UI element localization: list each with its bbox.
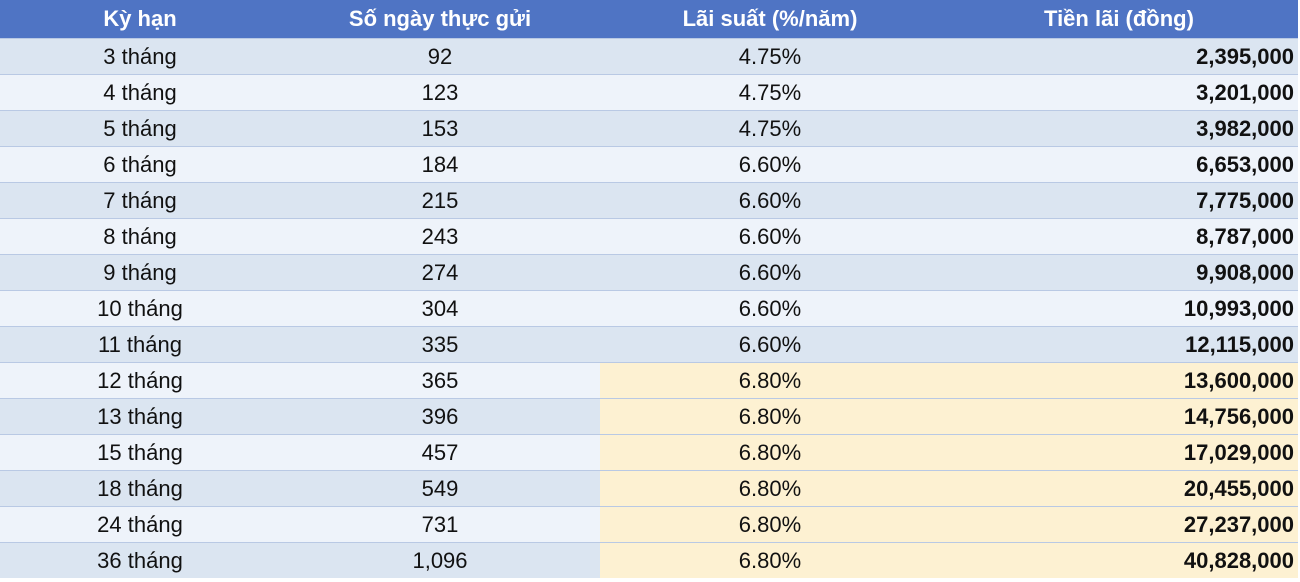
table-cell: 9 tháng — [0, 254, 280, 291]
header-cell: Tiền lãi (đồng) — [940, 0, 1298, 39]
interest-cell: 8,787,000 — [940, 218, 1298, 255]
table-cell: 4 tháng — [0, 74, 280, 111]
table-row: 36 tháng 1,096 6.80% 40,828,000 — [0, 542, 1298, 578]
table-cell: 6.60% — [600, 146, 940, 183]
interest-cell: 27,237,000 — [940, 506, 1298, 543]
table-cell: 243 — [280, 218, 600, 255]
table-cell: 365 — [280, 362, 600, 399]
interest-cell: 13,600,000 — [940, 362, 1298, 399]
table-row: 3 tháng 92 4.75% 2,395,000 — [0, 38, 1298, 75]
table-cell: 10 tháng — [0, 290, 280, 327]
table-row: 8 tháng 243 6.60% 8,787,000 — [0, 218, 1298, 255]
table-cell: 6.60% — [600, 290, 940, 327]
table-row: 11 tháng 335 6.60% 12,115,000 — [0, 326, 1298, 363]
header-cell: Lãi suất (%/năm) — [600, 0, 940, 39]
interest-cell: 6,653,000 — [940, 146, 1298, 183]
table-cell: 12 tháng — [0, 362, 280, 399]
interest-cell: 14,756,000 — [940, 398, 1298, 435]
table-cell: 6.60% — [600, 326, 940, 363]
table-cell: 5 tháng — [0, 110, 280, 147]
table-cell: 6 tháng — [0, 146, 280, 183]
table-cell: 123 — [280, 74, 600, 111]
table-cell: 4.75% — [600, 74, 940, 111]
table-cell: 7 tháng — [0, 182, 280, 219]
table-cell: 304 — [280, 290, 600, 327]
table-cell: 396 — [280, 398, 600, 435]
table-cell: 4.75% — [600, 110, 940, 147]
table-cell: 6.80% — [600, 506, 940, 543]
table-cell: 335 — [280, 326, 600, 363]
interest-cell: 7,775,000 — [940, 182, 1298, 219]
header-cell: Kỳ hạn — [0, 0, 280, 39]
interest-cell: 10,993,000 — [940, 290, 1298, 327]
table-cell: 92 — [280, 38, 600, 75]
table-row: 15 tháng 457 6.80% 17,029,000 — [0, 434, 1298, 471]
table-cell: 11 tháng — [0, 326, 280, 363]
table-row: 10 tháng 304 6.60% 10,993,000 — [0, 290, 1298, 327]
table-cell: 6.80% — [600, 470, 940, 507]
table-cell: 24 tháng — [0, 506, 280, 543]
table-cell: 6.60% — [600, 218, 940, 255]
table-row: 13 tháng 396 6.80% 14,756,000 — [0, 398, 1298, 435]
table-row: 12 tháng 365 6.80% 13,600,000 — [0, 362, 1298, 399]
interest-cell: 2,395,000 — [940, 38, 1298, 75]
table-cell: 6.80% — [600, 542, 940, 578]
table-row: 7 tháng 215 6.60% 7,775,000 — [0, 182, 1298, 219]
table-cell: 18 tháng — [0, 470, 280, 507]
table-cell: 8 tháng — [0, 218, 280, 255]
header-row: Kỳ hạn Số ngày thực gửi Lãi suất (%/năm) Ti… — [0, 0, 1298, 39]
table-cell: 6.60% — [600, 254, 940, 291]
table-cell: 6.80% — [600, 398, 940, 435]
table-cell: 15 tháng — [0, 434, 280, 471]
table-cell: 6.80% — [600, 434, 940, 471]
table-row: 24 tháng 731 6.80% 27,237,000 — [0, 506, 1298, 543]
table-row: 5 tháng 153 4.75% 3,982,000 — [0, 110, 1298, 147]
table-cell: 153 — [280, 110, 600, 147]
table-cell: 6.60% — [600, 182, 940, 219]
table-row: 18 tháng 549 6.80% 20,455,000 — [0, 470, 1298, 507]
table-cell: 6.80% — [600, 362, 940, 399]
interest-cell: 3,982,000 — [940, 110, 1298, 147]
table-cell: 1,096 — [280, 542, 600, 578]
interest-cell: 9,908,000 — [940, 254, 1298, 291]
table-cell: 184 — [280, 146, 600, 183]
table-row: 4 tháng 123 4.75% 3,201,000 — [0, 74, 1298, 111]
table-row: 6 tháng 184 6.60% 6,653,000 — [0, 146, 1298, 183]
table-cell: 36 tháng — [0, 542, 280, 578]
interest-cell: 3,201,000 — [940, 74, 1298, 111]
table-body: 3 tháng 92 4.75% 2,395,000 4 tháng 123 4.75% 3,… — [0, 38, 1298, 578]
table-row: 9 tháng 274 6.60% 9,908,000 — [0, 254, 1298, 291]
table-cell: 13 tháng — [0, 398, 280, 435]
table-cell: 215 — [280, 182, 600, 219]
interest-cell: 40,828,000 — [940, 542, 1298, 578]
table-cell: 4.75% — [600, 38, 940, 75]
table-cell: 3 tháng — [0, 38, 280, 75]
table-cell: 457 — [280, 434, 600, 471]
table-cell: 274 — [280, 254, 600, 291]
table-cell: 549 — [280, 470, 600, 507]
interest-cell: 12,115,000 — [940, 326, 1298, 363]
header-cell: Số ngày thực gửi — [280, 0, 600, 39]
interest-cell: 17,029,000 — [940, 434, 1298, 471]
interest-cell: 20,455,000 — [940, 470, 1298, 507]
table-cell: 731 — [280, 506, 600, 543]
